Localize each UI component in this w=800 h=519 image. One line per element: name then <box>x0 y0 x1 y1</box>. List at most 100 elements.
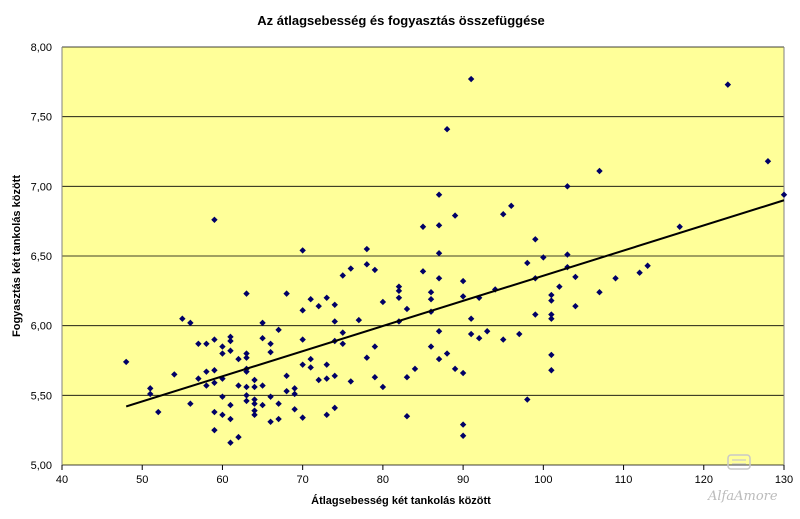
data-point <box>780 191 788 198</box>
data-point <box>572 273 579 281</box>
y-tick-label: 5,00 <box>31 460 52 472</box>
data-point <box>459 369 467 377</box>
data-point <box>251 411 258 419</box>
data-point <box>299 336 306 343</box>
data-point <box>540 254 547 261</box>
x-tick-label: 80 <box>377 474 389 486</box>
data-point <box>548 297 555 304</box>
y-axis-label: Fogyasztás két tankolás között <box>11 175 23 337</box>
data-point <box>211 336 218 343</box>
x-axis-label: Átlagsebesség két tankolás között <box>311 494 491 507</box>
data-point <box>724 81 732 88</box>
data-point <box>532 236 539 243</box>
data-point <box>435 222 443 229</box>
data-point <box>467 315 475 322</box>
chart-title: Az átlagsebesség és fogyasztás összefügg… <box>257 13 545 28</box>
data-point <box>259 335 266 342</box>
data-point <box>467 330 475 338</box>
data-point <box>275 415 282 423</box>
data-point <box>451 212 459 219</box>
data-point <box>307 295 314 303</box>
x-tick-label: 130 <box>775 474 793 486</box>
data-point <box>243 290 250 297</box>
data-point <box>612 275 619 282</box>
data-point <box>403 374 411 381</box>
data-point <box>331 372 338 380</box>
data-point <box>331 301 338 308</box>
data-point <box>251 376 258 384</box>
data-point <box>451 365 459 373</box>
watermark-logo: AlfaAmore <box>707 454 778 504</box>
data-point <box>564 251 571 258</box>
data-point <box>371 343 379 350</box>
data-point <box>219 350 226 357</box>
data-point <box>556 283 563 290</box>
data-point <box>203 340 210 347</box>
data-point <box>411 365 419 373</box>
data-point <box>347 265 354 272</box>
data-point <box>419 223 427 230</box>
watermark-text: AlfaAmore <box>707 489 778 504</box>
data-point <box>395 294 403 301</box>
data-point <box>323 361 330 368</box>
data-point <box>323 294 330 301</box>
data-point <box>235 382 242 389</box>
data-point <box>211 379 218 386</box>
x-tick-label: 110 <box>615 474 633 486</box>
data-point <box>467 75 475 83</box>
data-point <box>435 355 443 363</box>
data-point <box>331 318 338 325</box>
data-point <box>211 367 218 374</box>
data-point <box>419 268 427 275</box>
data-points <box>122 75 788 446</box>
car-logo-icon <box>727 454 751 470</box>
data-point <box>323 411 330 419</box>
data-point <box>596 167 603 175</box>
data-point <box>435 328 443 335</box>
data-point <box>307 364 314 371</box>
data-point <box>235 433 242 441</box>
data-point <box>331 404 338 412</box>
x-tick-label: 60 <box>216 474 228 486</box>
data-point <box>243 350 250 357</box>
data-point <box>291 390 298 398</box>
data-point <box>291 406 298 413</box>
data-point <box>235 355 242 363</box>
data-point <box>267 418 274 426</box>
grid-lines <box>61 46 785 470</box>
x-tick-label: 120 <box>695 474 713 486</box>
data-point <box>251 400 258 407</box>
data-point <box>227 347 234 354</box>
data-point <box>267 348 274 356</box>
y-tick-label: 8,00 <box>31 42 52 54</box>
data-point <box>259 401 266 409</box>
data-point <box>299 307 306 314</box>
data-point <box>219 343 226 350</box>
x-tick-label: 50 <box>136 474 148 486</box>
data-point <box>283 290 290 297</box>
data-point <box>211 408 218 416</box>
data-point <box>291 385 298 392</box>
data-point <box>187 319 194 327</box>
data-point <box>339 272 346 279</box>
data-point <box>227 415 234 423</box>
x-tick-label: 90 <box>457 474 469 486</box>
data-point <box>483 328 491 335</box>
data-point <box>315 302 322 310</box>
data-point <box>275 326 282 334</box>
data-point <box>548 291 555 299</box>
data-point <box>339 329 346 336</box>
data-point <box>435 275 443 282</box>
data-point <box>347 378 354 385</box>
data-point <box>403 305 411 313</box>
data-point <box>564 183 571 190</box>
data-point <box>475 335 483 342</box>
data-point <box>147 390 154 398</box>
data-point <box>459 277 467 285</box>
x-tick-label: 70 <box>297 474 309 486</box>
data-point <box>363 245 371 253</box>
data-point <box>379 298 387 306</box>
data-point <box>427 295 435 303</box>
y-tick-labels: 5,00 5,50 6,00 6,50 7,00 7,50 8,00 <box>31 42 52 472</box>
